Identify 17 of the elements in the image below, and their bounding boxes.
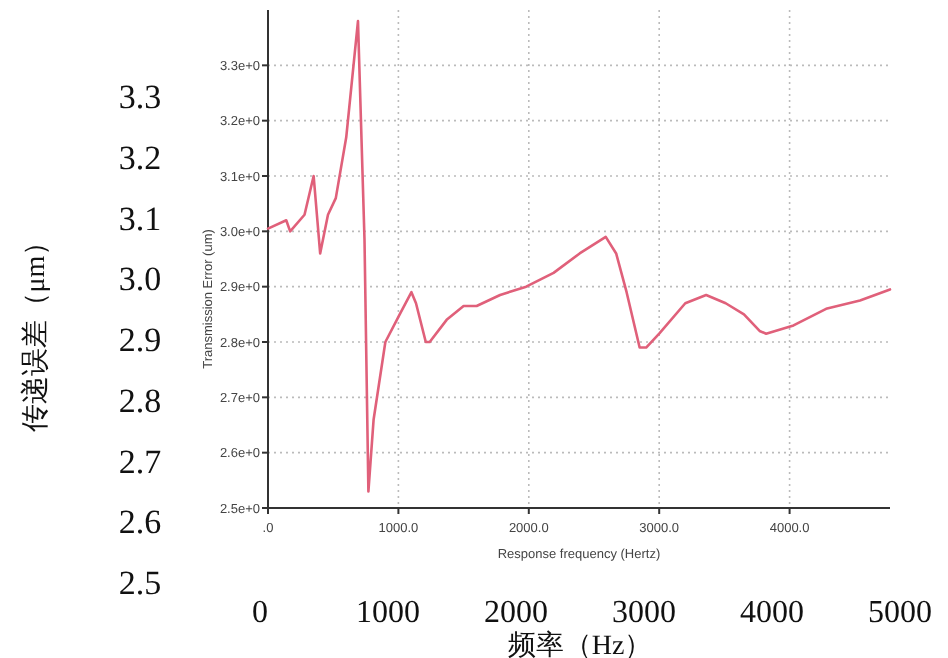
y2-tick-label: 2.9 (118, 321, 162, 359)
y2-axis-title: 传递误差（μm） (20, 227, 52, 433)
line-series (266, 19, 892, 493)
x2-tick-label: 5000 (868, 596, 932, 630)
x2-tick-label: 2000 (484, 596, 548, 630)
x2-tick-label: 1000 (356, 596, 420, 630)
y2-tick-label: 3.2 (118, 138, 162, 177)
x2-tick-label: 0 (252, 596, 268, 630)
y2-tick-label: 3.1 (118, 199, 162, 238)
x2-tick-label: 3000 (612, 596, 676, 630)
y2-tick-label: 2.5 (118, 564, 162, 602)
y2-tick-label: 2.7 (118, 442, 163, 481)
y2-tick-label: 3.0 (118, 260, 162, 299)
x2-tick-label: 4000 (740, 596, 804, 630)
y2-tick-label: 2.8 (118, 381, 162, 420)
y2-tick-label: 2.6 (118, 503, 162, 542)
y2-tick-label: 3.3 (118, 78, 162, 116)
